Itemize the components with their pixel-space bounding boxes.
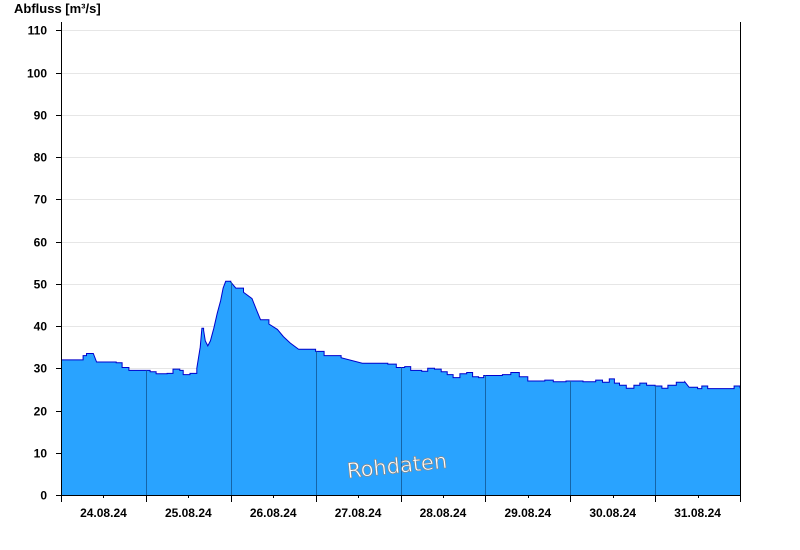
x-tick-label: 29.08.24 (504, 506, 551, 520)
y-tick-label: 110 (28, 24, 48, 38)
x-tick-label: 25.08.24 (165, 506, 212, 520)
y-tick-label: 40 (34, 320, 48, 334)
y-tick-label: 50 (34, 278, 48, 292)
y-tick-label: 100 (27, 67, 47, 81)
y-axis-title: Abfluss [m³/s] (14, 1, 101, 16)
x-tick-label: 26.08.24 (250, 506, 297, 520)
y-tick-label: 80 (34, 151, 48, 165)
plot-area (61, 280, 741, 495)
y-tick-label: 10 (34, 447, 48, 461)
x-tick-label: 30.08.24 (589, 506, 636, 520)
y-tick-label: 20 (34, 405, 48, 419)
y-axis-ticks: 0 10 20 30 40 50 60 70 80 90 100 110 (27, 24, 61, 503)
x-tick-label: 24.08.24 (80, 506, 127, 520)
y-tick-label: 70 (34, 193, 48, 207)
discharge-line (61, 280, 741, 390)
y-tick-label: 30 (34, 362, 48, 376)
x-tick-label: 28.08.24 (420, 506, 467, 520)
y-tick-label: 90 (34, 109, 48, 123)
y-tick-label: 0 (40, 489, 47, 503)
x-tick-label: 27.08.24 (335, 506, 382, 520)
x-tick-label: 31.08.24 (674, 506, 721, 520)
x-axis-ticks: 24.08.24 25.08.24 26.08.24 27.08.24 28.08.24… (61, 495, 741, 520)
y-tick-label: 60 (34, 236, 48, 250)
